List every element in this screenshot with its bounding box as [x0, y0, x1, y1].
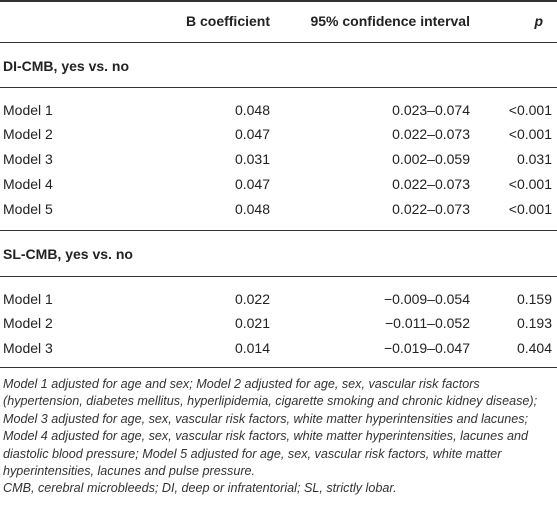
row-ci: 0.022–0.073 — [392, 201, 470, 217]
header-rule — [0, 42, 557, 43]
row-p: <0.001 — [508, 102, 552, 118]
row-b: 0.047 — [234, 176, 270, 192]
row-p: <0.001 — [508, 126, 552, 142]
row-b: 0.047 — [234, 126, 270, 142]
row-ci: 0.002–0.059 — [392, 151, 470, 167]
row-ci: 0.023–0.074 — [392, 102, 470, 118]
table-bottom-rule — [0, 367, 557, 368]
footnote-abbreviations: CMB, cerebral microbleeds; DI, deep or i… — [3, 481, 397, 496]
row-p: 0.031 — [516, 151, 552, 167]
table-top-rule — [0, 0, 557, 2]
row-b: 0.022 — [234, 291, 270, 307]
section-rule — [0, 276, 557, 277]
row-b: 0.014 — [234, 340, 270, 356]
section-title-sl-cmb: SL-CMB, yes vs. no — [3, 246, 133, 262]
row-p: <0.001 — [508, 201, 552, 217]
row-ci: −0.009–0.054 — [383, 291, 470, 307]
row-ci: 0.022–0.073 — [392, 176, 470, 192]
row-b: 0.048 — [234, 201, 270, 217]
row-model: Model 2 — [3, 126, 53, 142]
header-b-coefficient: B coefficient — [185, 13, 270, 29]
row-model: Model 4 — [3, 176, 53, 192]
row-b: 0.048 — [234, 102, 270, 118]
row-b: 0.031 — [234, 151, 270, 167]
section-rule — [0, 87, 557, 88]
row-b: 0.021 — [234, 315, 270, 331]
section-rule — [0, 230, 557, 231]
section-title-di-cmb: DI-CMB, yes vs. no — [3, 58, 130, 74]
row-model: Model 1 — [3, 291, 53, 307]
footnote-models: Model 1 adjusted for age and sex; Model … — [3, 377, 538, 479]
row-p: <0.001 — [508, 176, 552, 192]
row-ci: −0.011–0.052 — [385, 315, 470, 331]
row-model: Model 3 — [3, 151, 53, 167]
row-p: 0.193 — [516, 315, 552, 331]
row-p: 0.159 — [516, 291, 552, 307]
row-ci: −0.019–0.047 — [383, 340, 470, 356]
row-p: 0.404 — [516, 340, 552, 356]
header-p-value: p — [534, 13, 543, 29]
row-ci: 0.022–0.073 — [392, 126, 470, 142]
header-confidence-interval: 95% confidence interval — [310, 13, 470, 29]
row-model: Model 1 — [3, 102, 53, 118]
row-model: Model 2 — [3, 315, 53, 331]
row-model: Model 3 — [3, 340, 53, 356]
table-footnotes: Model 1 adjusted for age and sex; Model … — [3, 376, 555, 498]
row-model: Model 5 — [3, 201, 53, 217]
